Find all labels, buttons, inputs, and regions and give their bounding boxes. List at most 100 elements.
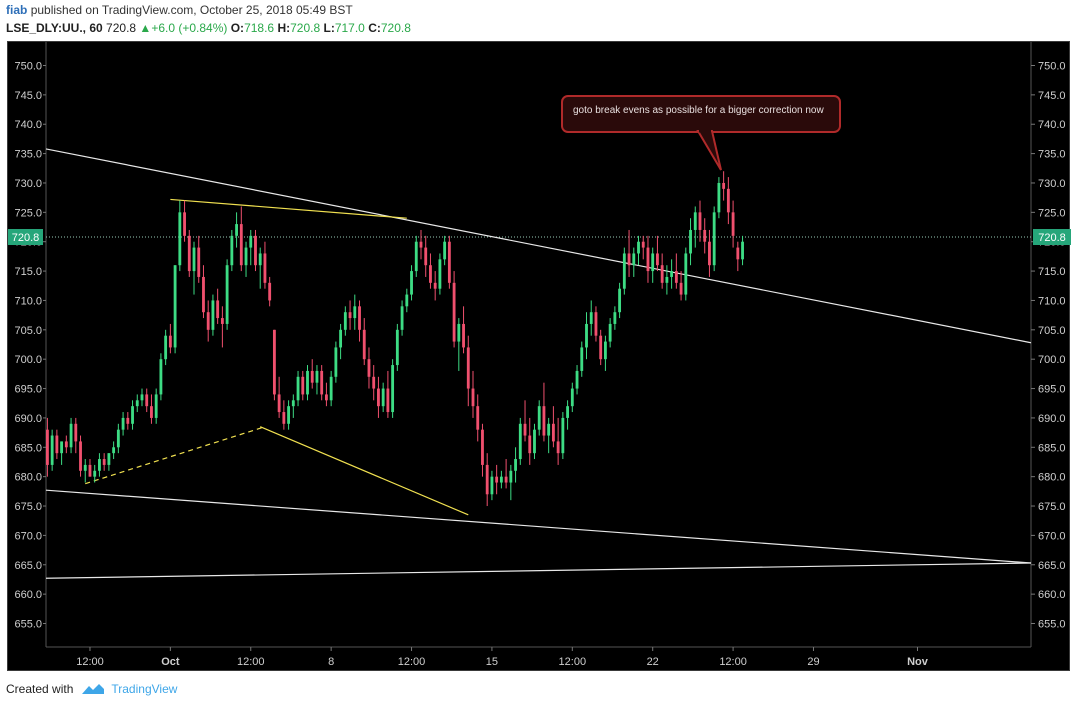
candle-body[interactable]	[192, 247, 196, 272]
candle-body[interactable]	[301, 376, 305, 395]
candle-body[interactable]	[533, 429, 536, 454]
candle-body[interactable]	[726, 188, 730, 213]
candle-body[interactable]	[83, 464, 87, 471]
candle-body[interactable]	[126, 417, 130, 424]
candle-body[interactable]	[79, 441, 82, 471]
candle-body[interactable]	[315, 370, 319, 383]
candle-body[interactable]	[419, 241, 423, 248]
candle-body[interactable]	[471, 388, 475, 407]
candle-body[interactable]	[386, 388, 390, 413]
candle-body[interactable]	[98, 459, 101, 471]
candle-body[interactable]	[433, 282, 437, 289]
candle-body[interactable]	[121, 417, 125, 430]
channel-line[interactable]	[85, 426, 266, 485]
candle-body[interactable]	[679, 282, 683, 295]
candle-body[interactable]	[736, 247, 740, 260]
candle-body[interactable]	[410, 271, 413, 295]
candle-body[interactable]	[168, 335, 172, 348]
candle-body[interactable]	[135, 400, 139, 407]
candle-body[interactable]	[211, 300, 215, 330]
candle-body[interactable]	[622, 253, 626, 289]
candle-body[interactable]	[499, 476, 503, 483]
candle-body[interactable]	[329, 376, 333, 401]
channel-line[interactable]	[259, 426, 469, 516]
candle-body[interactable]	[518, 423, 522, 460]
candle-body[interactable]	[424, 247, 428, 266]
candle-body[interactable]	[268, 282, 272, 301]
candle-body[interactable]	[74, 423, 78, 442]
candle-body[interactable]	[722, 182, 726, 189]
candle-body[interactable]	[263, 253, 267, 283]
candle-body[interactable]	[296, 376, 300, 401]
candle-body[interactable]	[684, 253, 688, 295]
candle-body[interactable]	[159, 359, 163, 395]
candle-body[interactable]	[88, 464, 92, 477]
candle-body[interactable]	[154, 394, 158, 418]
candle-body[interactable]	[173, 265, 177, 348]
candle-body[interactable]	[443, 241, 447, 260]
candle-body[interactable]	[258, 253, 262, 266]
candle-body[interactable]	[452, 282, 456, 342]
candle-body[interactable]	[481, 429, 484, 465]
candle-body[interactable]	[646, 247, 650, 272]
candle-body[interactable]	[547, 423, 551, 436]
trend-line[interactable]	[45, 148, 1032, 344]
candle-body[interactable]	[310, 370, 314, 383]
candle-body[interactable]	[670, 271, 674, 277]
candle-body[interactable]	[566, 406, 570, 418]
candle-body[interactable]	[693, 212, 697, 230]
channel-line[interactable]	[170, 198, 407, 219]
candle-body[interactable]	[405, 294, 409, 307]
candle-body[interactable]	[637, 241, 640, 254]
author-link[interactable]: fiab	[6, 3, 28, 17]
candle-body[interactable]	[570, 388, 574, 407]
candle-body[interactable]	[599, 335, 603, 360]
candle-body[interactable]	[353, 306, 357, 319]
candle-body[interactable]	[69, 423, 73, 448]
candle-body[interactable]	[372, 376, 376, 389]
candle-body[interactable]	[400, 306, 404, 330]
candle-body[interactable]	[377, 388, 380, 407]
candle-body[interactable]	[438, 259, 442, 289]
candle-body[interactable]	[717, 182, 721, 213]
candle-body[interactable]	[674, 271, 678, 283]
candle-body[interactable]	[589, 312, 593, 324]
candle-body[interactable]	[523, 423, 527, 436]
candle-body[interactable]	[220, 318, 224, 324]
candle-body[interactable]	[608, 323, 612, 342]
candle-body[interactable]	[55, 435, 59, 454]
candle-body[interactable]	[641, 241, 645, 248]
candle-body[interactable]	[594, 312, 598, 336]
candle-body[interactable]	[235, 224, 238, 236]
candle-body[interactable]	[112, 447, 116, 454]
candle-body[interactable]	[60, 441, 64, 454]
candle-body[interactable]	[698, 212, 702, 230]
candle-body[interactable]	[320, 370, 324, 395]
candle-body[interactable]	[358, 306, 361, 330]
candle-body[interactable]	[712, 212, 716, 266]
candle-body[interactable]	[50, 435, 54, 465]
candle-body[interactable]	[178, 212, 182, 266]
candle-body[interactable]	[429, 265, 432, 283]
candle-body[interactable]	[414, 241, 418, 272]
candle-body[interactable]	[244, 247, 248, 266]
candle-body[interactable]	[490, 476, 494, 495]
candle-body[interactable]	[216, 300, 220, 319]
candle-body[interactable]	[660, 265, 664, 283]
candle-body[interactable]	[140, 394, 144, 401]
candle-body[interactable]	[651, 253, 655, 272]
candle-body[interactable]	[556, 441, 560, 454]
candle-body[interactable]	[202, 276, 205, 313]
candle-body[interactable]	[131, 406, 134, 424]
candle-body[interactable]	[551, 423, 555, 442]
candle-body[interactable]	[514, 459, 517, 471]
candle-body[interactable]	[206, 312, 210, 330]
candle-body[interactable]	[183, 212, 186, 236]
candle-body[interactable]	[102, 459, 106, 465]
candle-body[interactable]	[457, 323, 461, 342]
candle-body[interactable]	[509, 470, 513, 483]
candle-body[interactable]	[164, 335, 168, 360]
candle-body[interactable]	[542, 406, 546, 436]
candle-body[interactable]	[46, 429, 49, 465]
candle-body[interactable]	[632, 253, 636, 266]
